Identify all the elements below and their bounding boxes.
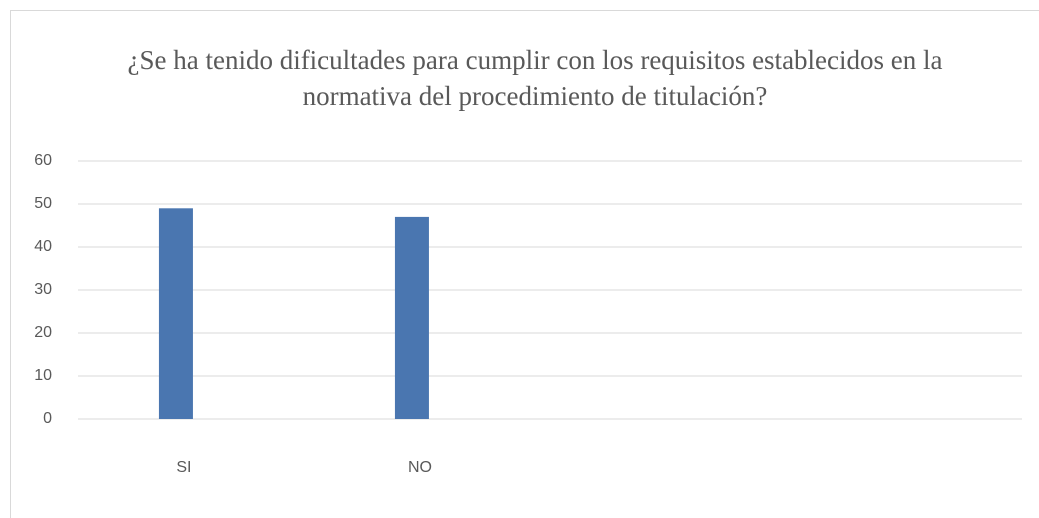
y-tick-label: 40 xyxy=(34,238,52,255)
chart-title: ¿Se ha tenido dificultades para cumplir … xyxy=(127,45,943,111)
x-tick-label: NO xyxy=(408,459,432,476)
bar xyxy=(394,216,429,419)
y-tick-label: 10 xyxy=(34,367,52,384)
y-tick-label: 50 xyxy=(34,195,52,212)
bar xyxy=(158,208,193,419)
y-tick-label: 60 xyxy=(34,152,52,169)
y-tick-label: 20 xyxy=(34,324,52,341)
y-tick-label: 30 xyxy=(34,281,52,298)
x-tick-label: SI xyxy=(176,459,191,476)
chart-border xyxy=(10,10,1039,518)
y-tick-label: 0 xyxy=(43,410,52,427)
